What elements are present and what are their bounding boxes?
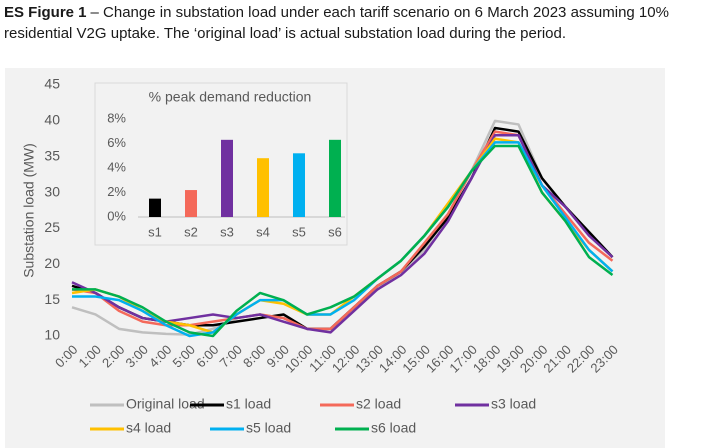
legend-label: s5 load xyxy=(246,420,291,436)
caption-line-2: residential V2G uptake. The ‘original lo… xyxy=(4,25,566,42)
inset-x-tick-label: s6 xyxy=(328,224,342,239)
y-tick-label: 40 xyxy=(44,112,60,128)
inset-x-tick-label: s2 xyxy=(184,224,198,239)
legend-label: s3 load xyxy=(491,396,536,412)
bar xyxy=(221,139,233,217)
inset-y-tick-label: 0% xyxy=(107,208,126,223)
bar xyxy=(293,153,305,217)
legend-label: Original load xyxy=(126,396,205,412)
bar xyxy=(257,158,269,217)
bar xyxy=(149,198,161,217)
caption-text: – Change in substation load under each t… xyxy=(91,4,669,21)
bar xyxy=(185,190,197,217)
inset-x-tick-label: s1 xyxy=(148,224,162,239)
legend-label: s1 load xyxy=(226,396,271,412)
legend-label: s2 load xyxy=(356,396,401,412)
legend-label: s4 load xyxy=(126,420,171,436)
inset-y-tick-label: 4% xyxy=(107,159,126,174)
caption-line-1: ES Figure 1– Change in substation load u… xyxy=(4,4,669,21)
inset-y-tick-label: 2% xyxy=(107,184,126,199)
inset-title: % peak demand reduction xyxy=(149,89,312,105)
y-axis-label: Substation load (MW) xyxy=(21,143,37,278)
y-tick-label: 15 xyxy=(44,291,60,307)
inset-x-tick-label: s5 xyxy=(292,224,306,239)
inset-x-tick-label: s3 xyxy=(220,224,234,239)
bar xyxy=(329,139,341,217)
y-tick-label: 10 xyxy=(44,327,60,343)
y-tick-label: 35 xyxy=(44,147,60,163)
inset-x-tick-label: s4 xyxy=(256,224,270,239)
caption-label: ES Figure 1 xyxy=(4,4,87,21)
inset-y-tick-label: 8% xyxy=(107,110,126,125)
y-tick-label: 30 xyxy=(44,183,60,199)
y-tick-label: 25 xyxy=(44,219,60,235)
series-line xyxy=(72,144,614,338)
inset-y-tick-label: 6% xyxy=(107,135,126,150)
series-line xyxy=(72,141,614,338)
y-tick-label: 20 xyxy=(44,255,60,271)
y-tick-label: 45 xyxy=(44,76,60,92)
legend-label: s6 load xyxy=(371,420,416,436)
